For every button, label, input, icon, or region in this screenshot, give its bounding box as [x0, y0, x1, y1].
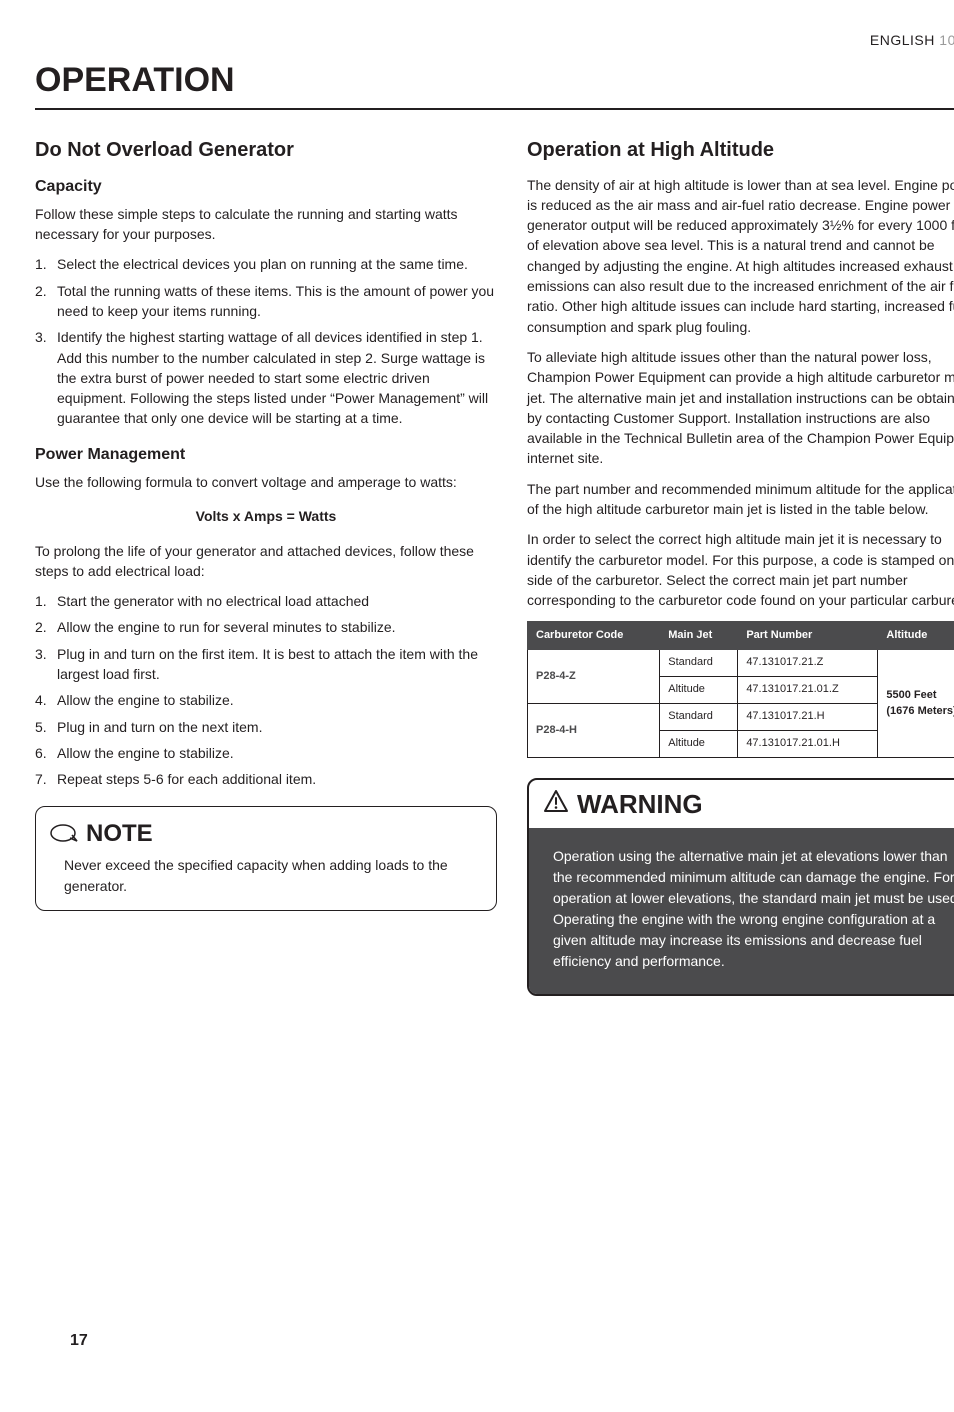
cell-part: 47.131017.21.01.H [738, 731, 878, 758]
cell-altitude: 5500 Feet (1676 Meters) [878, 650, 954, 758]
th-part-number: Part Number [738, 621, 878, 650]
altitude-p1: The density of air at high altitude is l… [527, 175, 954, 337]
page-number: 17 [70, 1329, 88, 1352]
capacity-steps: Select the electrical devices you plan o… [35, 254, 497, 428]
capacity-heading: Capacity [35, 175, 497, 198]
capacity-intro: Follow these simple steps to calculate t… [35, 204, 497, 245]
cell-jet: Standard [660, 650, 738, 677]
table-row: P28-4-Z Standard 47.131017.21.Z 5500 Fee… [528, 650, 954, 677]
speech-bubble-icon [50, 823, 80, 845]
two-column-layout: Do Not Overload Generator Capacity Follo… [35, 136, 954, 996]
note-header: NOTE [50, 817, 482, 852]
power-intro2: To prolong the life of your generator an… [35, 541, 497, 582]
left-column: Do Not Overload Generator Capacity Follo… [35, 136, 497, 996]
list-item: Plug in and turn on the next item. [35, 717, 497, 737]
warning-triangle-icon [543, 786, 569, 824]
cell-jet: Altitude [660, 731, 738, 758]
altitude-meters: (1676 Meters) [886, 705, 954, 717]
cell-part: 47.131017.21.01.Z [738, 677, 878, 704]
list-item: Repeat steps 5-6 for each additional ite… [35, 769, 497, 789]
list-item: Allow the engine to stabilize. [35, 743, 497, 763]
th-altitude: Altitude [878, 621, 954, 650]
list-item: Plug in and turn on the first item. It i… [35, 644, 497, 685]
warning-box: WARNING Operation using the alternative … [527, 778, 954, 996]
altitude-feet: 5500 Feet [886, 689, 936, 701]
power-intro: Use the following formula to convert vol… [35, 472, 497, 492]
list-item: Allow the engine to stabilize. [35, 690, 497, 710]
warning-header: WARNING [529, 780, 954, 828]
altitude-p3: The part number and recommended minimum … [527, 479, 954, 520]
warning-label: WARNING [577, 786, 703, 824]
cell-part: 47.131017.21.H [738, 704, 878, 731]
formula: Volts x Amps = Watts [35, 506, 497, 526]
list-item: Allow the engine to run for several minu… [35, 617, 497, 637]
altitude-p2: To alleviate high altitude issues other … [527, 347, 954, 469]
right-column: Operation at High Altitude The density o… [527, 136, 954, 996]
language-label: ENGLISH [870, 32, 935, 48]
overload-heading: Do Not Overload Generator [35, 136, 497, 165]
note-box: NOTE Never exceed the specified capacity… [35, 806, 497, 911]
language-model-header: ENGLISH 100153 [35, 30, 954, 50]
power-mgmt-heading: Power Management [35, 443, 497, 466]
page-title: OPERATION [35, 56, 954, 109]
note-label: NOTE [86, 817, 153, 852]
list-item: Select the electrical devices you plan o… [35, 254, 497, 274]
cell-code: P28-4-Z [528, 650, 660, 704]
altitude-p4: In order to select the correct high alti… [527, 529, 954, 610]
altitude-heading: Operation at High Altitude [527, 136, 954, 165]
list-item: Start the generator with no electrical l… [35, 591, 497, 611]
th-carb-code: Carburetor Code [528, 621, 660, 650]
carburetor-table: Carburetor Code Main Jet Part Number Alt… [527, 621, 954, 759]
th-main-jet: Main Jet [660, 621, 738, 650]
cell-jet: Standard [660, 704, 738, 731]
list-item: Identify the highest starting wattage of… [35, 327, 497, 428]
model-number: 100153 [939, 32, 954, 48]
note-body: Never exceed the specified capacity when… [50, 855, 482, 896]
cell-code: P28-4-H [528, 704, 660, 758]
cell-part: 47.131017.21.Z [738, 650, 878, 677]
list-item: Total the running watts of these items. … [35, 281, 497, 322]
warning-body: Operation using the alternative main jet… [529, 828, 954, 994]
power-steps: Start the generator with no electrical l… [35, 591, 497, 789]
cell-jet: Altitude [660, 677, 738, 704]
